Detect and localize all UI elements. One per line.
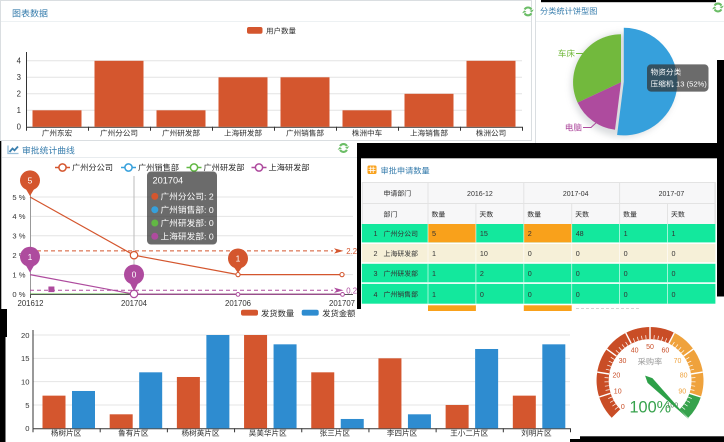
svg-text:5: 5 <box>432 229 436 238</box>
svg-text:3: 3 <box>374 269 378 278</box>
svg-text:201612: 201612 <box>17 299 43 308</box>
svg-text:201706: 201706 <box>225 299 251 308</box>
svg-text:1 %: 1 % <box>12 270 25 279</box>
svg-text:3: 3 <box>17 73 21 82</box>
svg-text:2017-04: 2017-04 <box>563 191 589 198</box>
svg-text:0: 0 <box>17 123 22 132</box>
svg-text:2.2: 2.2 <box>346 247 357 256</box>
svg-text:90: 90 <box>678 389 686 396</box>
svg-text:15: 15 <box>21 354 29 363</box>
svg-text:1: 1 <box>236 254 241 264</box>
svg-text:0: 0 <box>621 404 625 411</box>
svg-text:10: 10 <box>21 377 29 386</box>
svg-text:2016-12: 2016-12 <box>467 191 493 198</box>
svg-text:0: 0 <box>528 249 532 258</box>
svg-text:1: 1 <box>432 249 436 258</box>
svg-text:: 2: : 2 <box>204 192 214 202</box>
svg-text:80: 80 <box>680 373 688 380</box>
svg-text:2 %: 2 % <box>12 251 25 260</box>
svg-text:2: 2 <box>528 229 532 238</box>
svg-text:1: 1 <box>432 269 436 278</box>
svg-text:: 13 (52%): : 13 (52%) <box>672 80 708 89</box>
svg-text:0: 0 <box>528 269 532 278</box>
svg-text:0 %: 0 % <box>12 290 25 299</box>
svg-text:40: 40 <box>631 348 639 355</box>
svg-text:1: 1 <box>624 229 628 238</box>
svg-text:1: 1 <box>374 229 378 238</box>
svg-text:0: 0 <box>672 249 676 258</box>
svg-text:0: 0 <box>576 249 580 258</box>
svg-text:70: 70 <box>674 358 682 365</box>
svg-text:0: 0 <box>672 269 676 278</box>
svg-text:0: 0 <box>624 269 628 278</box>
svg-text:10: 10 <box>614 389 622 396</box>
svg-text:1: 1 <box>17 106 21 115</box>
svg-text:50: 50 <box>646 344 654 351</box>
svg-text:5 %: 5 % <box>12 193 25 202</box>
svg-text:2: 2 <box>17 90 21 99</box>
svg-text:201707: 201707 <box>329 299 355 308</box>
svg-text:20: 20 <box>21 331 29 340</box>
svg-text:0.2: 0.2 <box>346 287 357 296</box>
svg-text:0: 0 <box>576 269 580 278</box>
svg-text:15: 15 <box>480 229 488 238</box>
svg-text:: 0: : 0 <box>204 232 214 242</box>
svg-text:3 %: 3 % <box>12 232 25 241</box>
svg-text:100: 100 <box>666 403 678 410</box>
svg-text:0: 0 <box>132 270 137 280</box>
svg-text:201704: 201704 <box>121 299 148 308</box>
svg-text:1: 1 <box>432 290 436 299</box>
svg-text:1: 1 <box>672 229 676 238</box>
svg-text:201704: 201704 <box>153 176 184 186</box>
svg-text:2: 2 <box>374 249 378 258</box>
svg-text:4: 4 <box>374 290 378 299</box>
svg-text:0: 0 <box>480 290 484 299</box>
svg-text:30: 30 <box>619 358 627 365</box>
svg-text:: 0: : 0 <box>204 218 214 228</box>
svg-text:20: 20 <box>613 373 621 380</box>
svg-text:2017-07: 2017-07 <box>659 191 685 198</box>
svg-text:: 0: : 0 <box>204 205 214 215</box>
svg-text:48: 48 <box>576 229 584 238</box>
svg-text:2: 2 <box>480 269 484 278</box>
svg-text:0: 0 <box>624 249 628 258</box>
svg-text:4: 4 <box>17 57 22 66</box>
svg-text:4 %: 4 % <box>12 212 25 221</box>
svg-text:100%: 100% <box>630 399 672 417</box>
svg-text:1: 1 <box>28 252 33 262</box>
svg-text:60: 60 <box>662 348 670 355</box>
svg-text:10: 10 <box>480 249 488 258</box>
svg-text:0: 0 <box>25 424 29 433</box>
svg-text:0: 0 <box>528 290 532 299</box>
svg-text:5: 5 <box>28 176 33 186</box>
svg-text:0: 0 <box>624 290 628 299</box>
svg-text:0: 0 <box>672 290 676 299</box>
svg-text:0: 0 <box>576 290 580 299</box>
svg-text:5: 5 <box>25 401 29 410</box>
